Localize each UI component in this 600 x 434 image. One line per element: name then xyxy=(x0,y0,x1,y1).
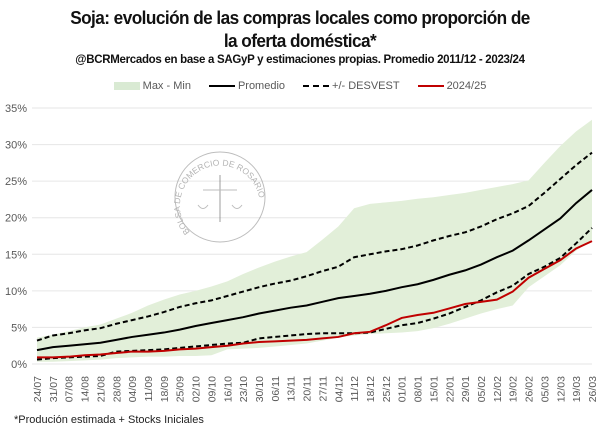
x-tick-label: 11/09 xyxy=(143,376,155,402)
x-tick-label: 19/02 xyxy=(508,376,520,402)
footnote: *Produción estimada + Stocks Iniciales xyxy=(14,414,204,426)
x-tick-label: 27/11 xyxy=(317,376,329,402)
seal-ring xyxy=(174,151,266,243)
x-tick-label: 18/09 xyxy=(159,376,171,402)
x-tick-label: 15/01 xyxy=(428,376,440,402)
x-tick-label: 08/01 xyxy=(413,376,425,402)
x-tick-label: 16/10 xyxy=(222,376,234,402)
y-tick-label: 5% xyxy=(11,322,27,334)
x-tick-label: 05/03 xyxy=(539,376,551,402)
legend-label: 2024/25 xyxy=(446,80,487,92)
legend-label: +/- DESVEST xyxy=(332,80,400,92)
series-line--desvest xyxy=(36,151,593,342)
x-tick-label: 04/12 xyxy=(333,376,345,402)
legend-label: Max - Min xyxy=(142,80,191,92)
series-line-2024-25 xyxy=(37,240,593,359)
x-tick-label: 06/11 xyxy=(270,376,282,402)
y-tick-label: 25% xyxy=(5,176,27,188)
x-tick-label: 12/02 xyxy=(492,376,504,402)
x-tick-label: 20/11 xyxy=(302,376,314,402)
x-tick-label: 19/03 xyxy=(571,376,583,402)
legend-item-band: Max - Min xyxy=(113,80,191,92)
chart-subtitle: @BCRMercados en base a SAGyP y estimacio… xyxy=(75,54,525,66)
x-tick-label: 02/10 xyxy=(191,376,203,402)
x-tick-label: 23/10 xyxy=(238,376,250,402)
x-tick-label: 29/01 xyxy=(460,376,472,402)
chart-title-line2: la oferta doméstica* xyxy=(223,30,377,51)
y-tick-label: 15% xyxy=(5,249,27,261)
legend-item-promedio: Promedio xyxy=(208,80,286,92)
x-tick-label: 04/09 xyxy=(127,376,139,402)
x-tick-label: 22/01 xyxy=(444,376,456,402)
x-tick-label: 26/02 xyxy=(524,376,536,402)
x-tick-label: 25/12 xyxy=(381,376,393,402)
x-tick-label: 09/10 xyxy=(206,376,218,402)
y-tick-label: 10% xyxy=(5,286,27,298)
x-tick-label: 21/08 xyxy=(95,376,107,402)
x-tick-label: 30/10 xyxy=(254,376,266,402)
legend-swatch-band xyxy=(113,82,140,90)
legend-swatch-promedio xyxy=(208,85,235,87)
legend: Max - Min Promedio +/- DESVEST 2024/25 xyxy=(0,80,600,92)
x-tick-label: 25/09 xyxy=(175,376,187,402)
x-tick-label: 12/03 xyxy=(555,376,567,402)
y-tick-label: 0% xyxy=(11,359,27,371)
series-line-promedio xyxy=(36,189,593,352)
legend-swatch-current xyxy=(417,85,444,87)
x-tick-label: 07/08 xyxy=(64,376,76,402)
y-tick-label: 30% xyxy=(5,140,27,152)
x-tick-label: 26/03 xyxy=(587,376,599,402)
x-tick-label: 13/11 xyxy=(286,376,298,402)
x-tick-label: 14/08 xyxy=(80,376,92,402)
x-tick-label: 01/01 xyxy=(397,376,409,402)
x-tick-label: 18/12 xyxy=(365,376,377,402)
watermark-seal: BOLSA DE COMERCIO DE ROSARIO xyxy=(172,151,267,243)
legend-item-current: 2024/25 xyxy=(417,80,487,92)
y-tick-label: 35% xyxy=(5,103,27,115)
legend-swatch-desvest xyxy=(303,85,330,87)
x-tick-label: 11/12 xyxy=(349,376,361,402)
y-tick-label: 20% xyxy=(5,213,27,225)
legend-item-desvest: +/- DESVEST xyxy=(303,80,400,92)
x-tick-label: 28/08 xyxy=(111,376,123,402)
band-max-min xyxy=(37,119,592,362)
x-tick-label: 24/07 xyxy=(32,376,44,402)
chart-title-line1: Soja: evolución de las compras locales c… xyxy=(70,7,530,28)
x-tick-label: 05/02 xyxy=(476,376,488,402)
legend-label: Promedio xyxy=(237,80,286,92)
x-tick-label: 31/07 xyxy=(48,376,60,402)
scale-pans-icon xyxy=(197,204,243,209)
